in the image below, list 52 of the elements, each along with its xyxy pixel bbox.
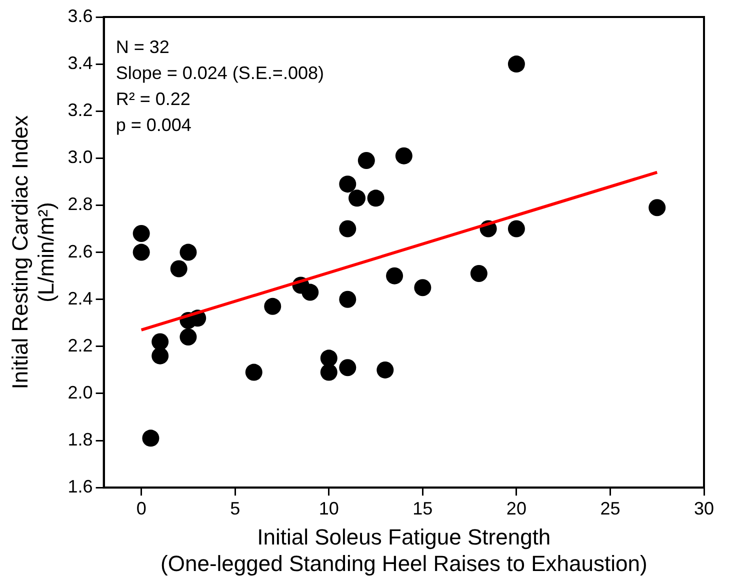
x-tick-label: 5: [230, 498, 240, 518]
annotation: Slope = 0.024 (S.E.=.008): [116, 62, 324, 83]
point: [180, 328, 197, 346]
point: [152, 347, 169, 364]
point: [142, 430, 160, 447]
point: [132, 244, 150, 261]
y-axis-title: Initial Resting Cardiac Index (L/min/m²): [7, 115, 59, 390]
y-tick-label: 3.2: [68, 100, 93, 120]
point: [414, 279, 432, 296]
point: [170, 260, 188, 278]
point: [245, 364, 262, 381]
point: [358, 152, 375, 170]
point: [339, 176, 356, 193]
y-tick-label: 1.8: [68, 430, 93, 450]
y-tick-label: 3.4: [68, 53, 93, 74]
point: [339, 220, 356, 238]
point: [395, 147, 412, 164]
point: [470, 264, 488, 282]
y-tick-label: 2.8: [68, 194, 93, 214]
annotation: N = 32: [116, 36, 170, 57]
point: [320, 364, 338, 381]
y-tick-label: 3.0: [68, 147, 93, 168]
point: [348, 190, 366, 207]
point: [152, 333, 169, 350]
y-tick-label: 2.2: [68, 335, 93, 356]
point: [132, 224, 150, 242]
point: [339, 290, 356, 308]
annotation: p = 0.004: [116, 114, 192, 135]
point: [180, 244, 197, 261]
x-axis-title: Initial Soleus Fatigue Strength (One-legged Standing Heel Raises to Exhaustion): [160, 524, 648, 576]
point: [508, 56, 525, 73]
point: [376, 361, 394, 378]
x-tick-label: 25: [600, 498, 620, 518]
x-tick-label: 0: [136, 498, 146, 518]
point: [264, 298, 282, 315]
point: [302, 284, 319, 301]
x-tick-label: 20: [506, 498, 526, 518]
point: [648, 199, 666, 216]
point: [367, 190, 384, 207]
y-tick-label: 1.6: [68, 476, 93, 497]
point: [508, 220, 525, 238]
y-tick-label: 2.6: [68, 241, 93, 262]
y-tick-label: 2.0: [68, 382, 93, 402]
x-tick-label: 15: [412, 498, 433, 518]
point: [339, 359, 356, 376]
x-tick-label: 10: [318, 498, 339, 518]
annotation: R² = 0.22: [116, 88, 190, 109]
y-tick-label: 2.4: [68, 288, 93, 308]
point: [320, 350, 338, 367]
point: [386, 267, 404, 284]
y-tick-label: 3.6: [68, 6, 93, 26]
x-tick-label: 30: [694, 498, 714, 518]
